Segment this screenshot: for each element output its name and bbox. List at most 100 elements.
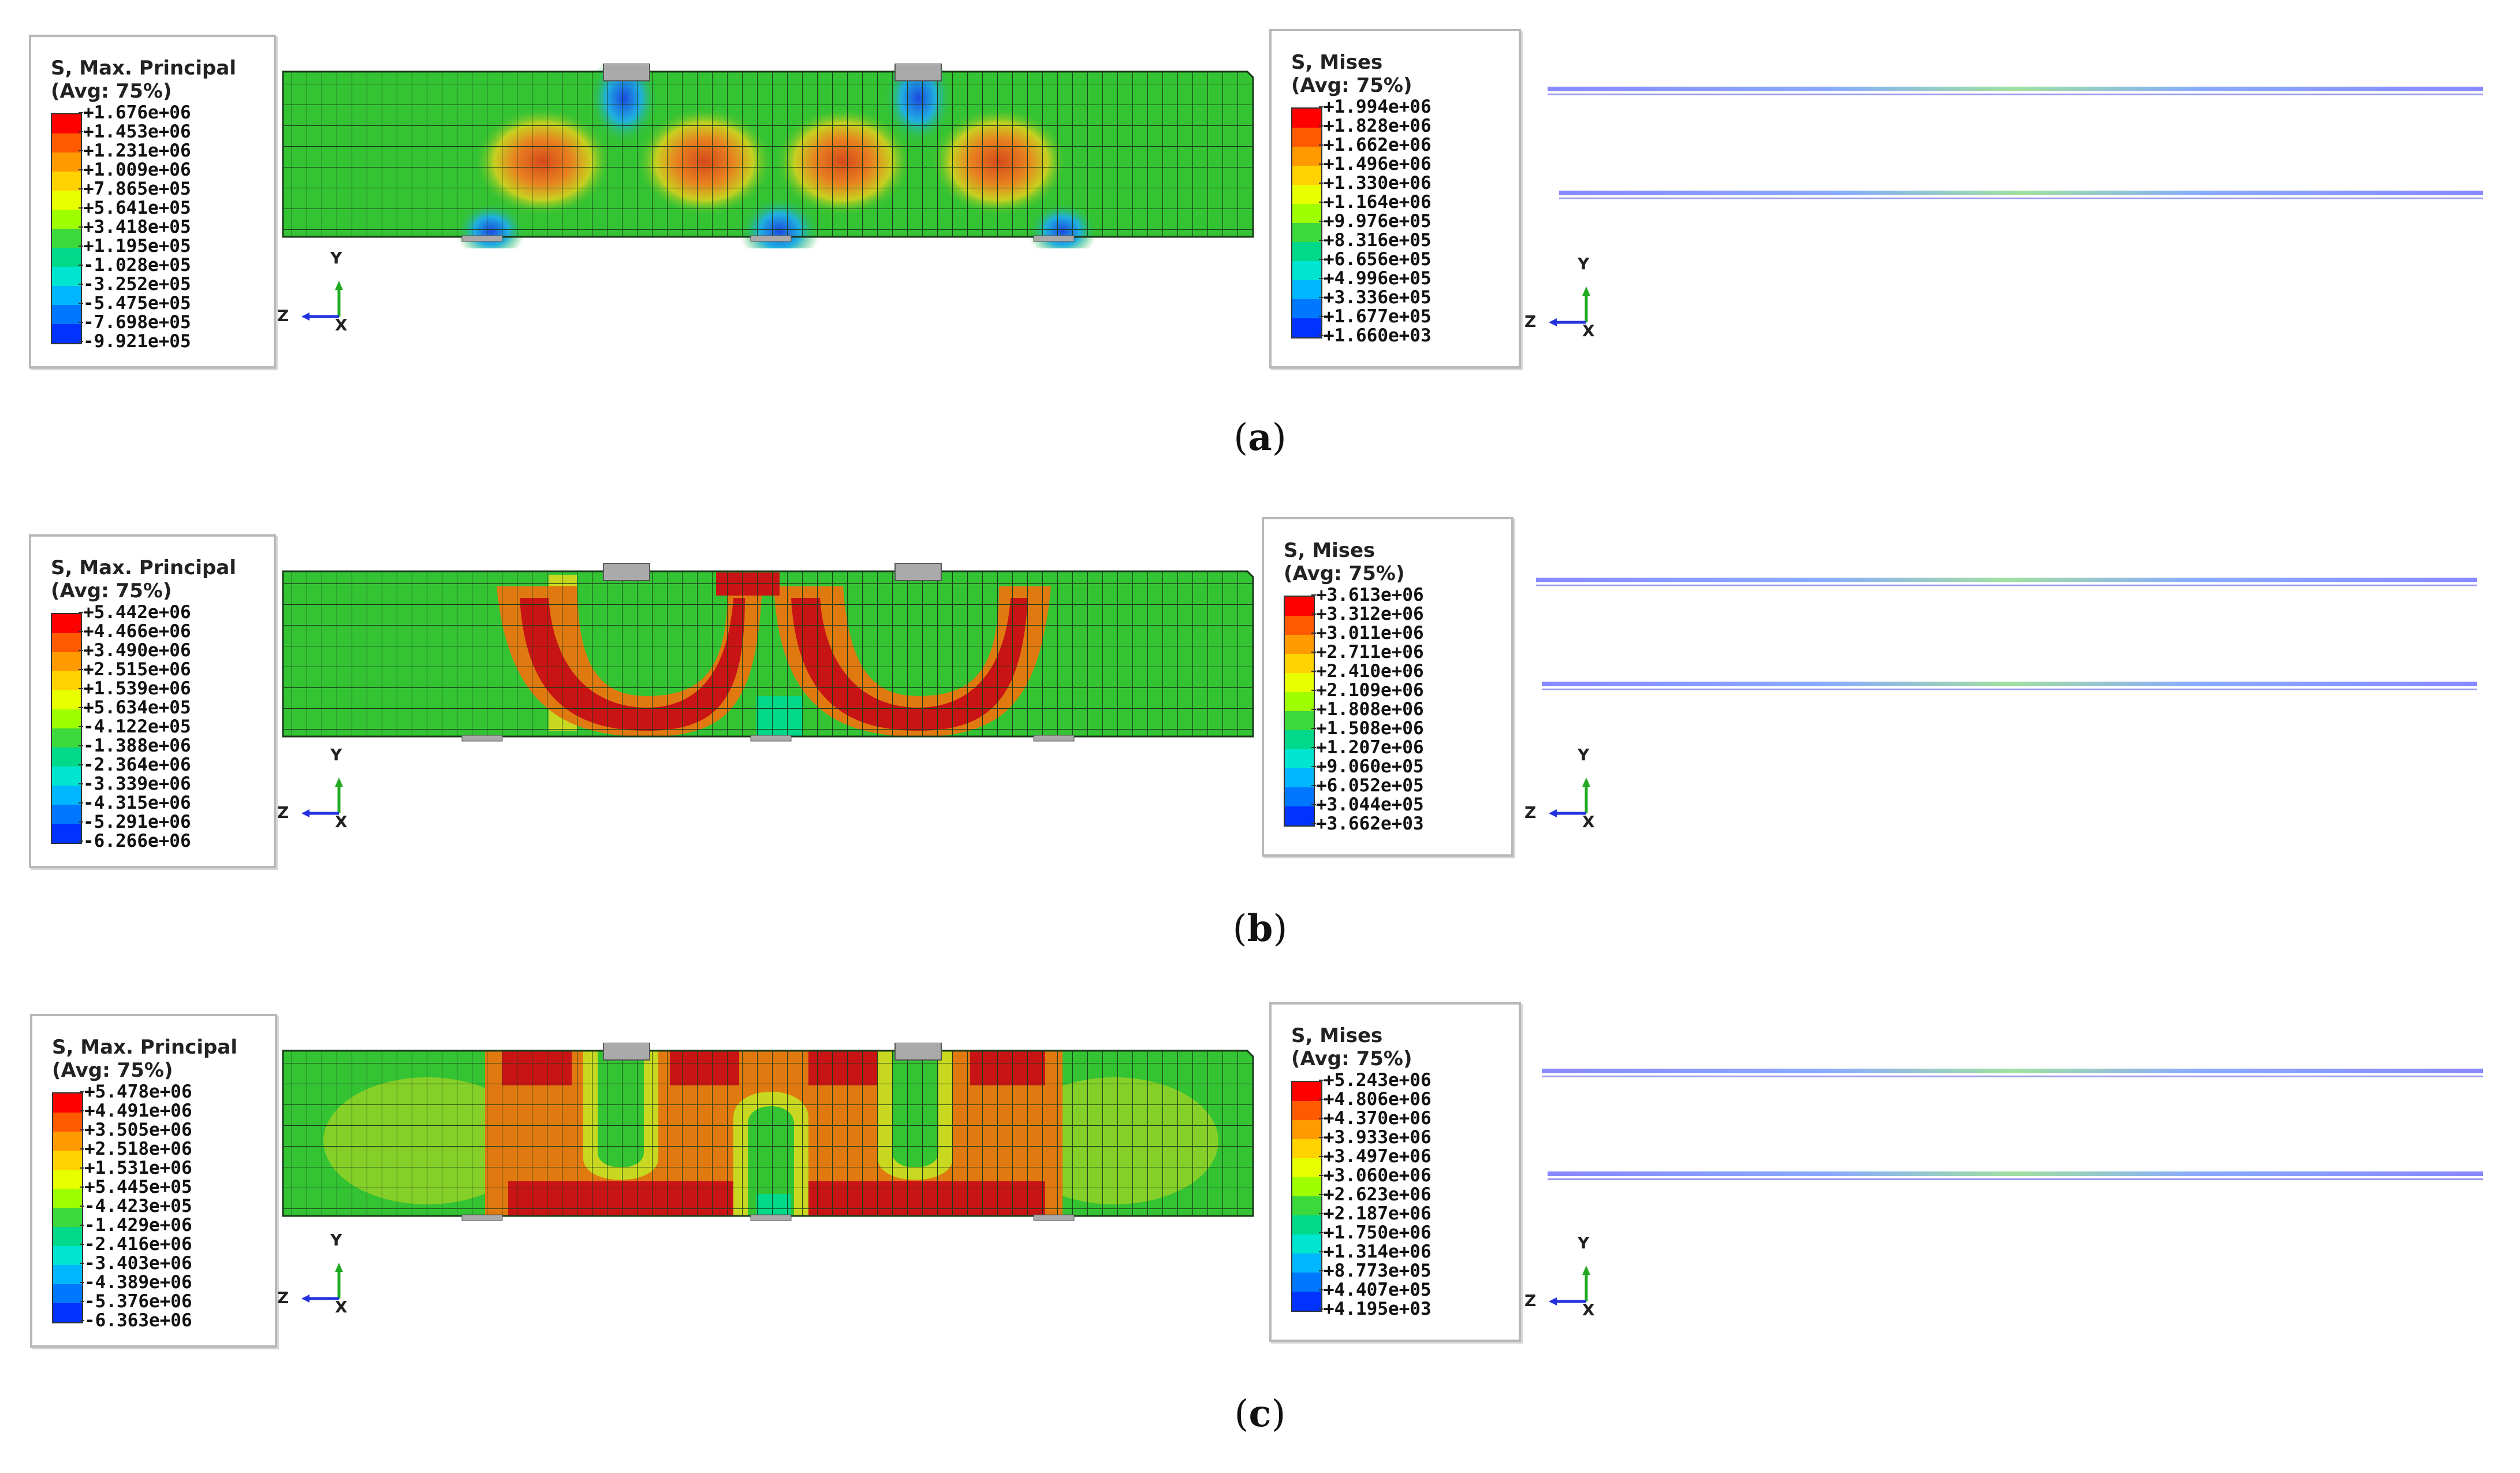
z-axis-label: Z: [277, 306, 289, 325]
legend-tick-label: +3.336e+05: [1319, 287, 1432, 308]
max-principal-legend-c: S, Max. Principal (Avg: 75%) +5.478e+06 +…: [30, 1014, 277, 1348]
legend-tick-label: +1.531e+06: [80, 1158, 192, 1178]
legend-tick-label: +4.996e+05: [1319, 268, 1432, 289]
legend-color-swatch: [52, 248, 81, 267]
legend-tick-label: -4.122e+05: [79, 716, 191, 737]
legend-tick-label: +5.641e+05: [79, 198, 191, 218]
legend-tick-label: +2.518e+06: [80, 1139, 192, 1159]
legend-color-swatch: [1292, 147, 1321, 166]
legend-color-swatch: [52, 614, 81, 633]
beam-max-principal-b: [282, 563, 1254, 742]
legend-color-swatch: [1292, 1215, 1321, 1234]
legend-tick-label: +1.330e+06: [1319, 173, 1432, 194]
legend-tick-label: +3.060e+06: [1319, 1165, 1432, 1186]
y-axis-label: Y: [330, 745, 342, 764]
legend-tick-label: +2.711e+06: [1311, 642, 1424, 663]
z-axis-label: Z: [1524, 803, 1537, 822]
panel-a: S, Max. Principal (Avg: 75%) +1.676e+06 +…: [0, 0, 2520, 497]
legend-color-swatch: [52, 267, 81, 286]
legend-tick-label: +5.445e+05: [80, 1177, 192, 1197]
legend-color-swatch: [1292, 1120, 1321, 1139]
rebar-mises-c: [1542, 1069, 2483, 1180]
legend-tick-label: +6.656e+05: [1319, 249, 1432, 270]
legend-tick-label: +1.164e+06: [1319, 192, 1432, 213]
legend-tick-label: +1.676e+06: [79, 102, 191, 123]
axis-triad-c1: Y Z X: [277, 1230, 358, 1323]
legend-tick-label: +4.195e+03: [1319, 1299, 1432, 1319]
axis-triad-b1: Y Z X: [277, 745, 358, 838]
legend-tick-label: +4.806e+06: [1319, 1089, 1432, 1110]
legend-color-swatch: [1285, 730, 1314, 749]
legend-tick-label: +2.187e+06: [1319, 1203, 1432, 1224]
legend-color-swatch: [53, 1227, 82, 1246]
color-bar: [52, 1092, 83, 1323]
legend-color-swatch: [1292, 1196, 1321, 1215]
x-axis-label: X: [335, 315, 348, 334]
legend-color-swatch: [1285, 673, 1314, 692]
legend-tick-label: +1.231e+06: [79, 140, 191, 161]
axis-triad-a2: Y Z X: [1524, 254, 1605, 347]
legend-color-swatch: [1292, 185, 1321, 204]
legend-color-swatch: [53, 1189, 82, 1208]
legend-tick-label: +3.933e+06: [1319, 1127, 1432, 1148]
legend-color-swatch: [52, 633, 81, 652]
legend-color-swatch: [52, 747, 81, 767]
x-axis-label: X: [1582, 812, 1595, 831]
legend-tick-label: +1.677e+05: [1319, 306, 1432, 327]
y-axis-label: Y: [1578, 254, 1590, 273]
y-axis-label: Y: [330, 248, 342, 267]
legend-tick-label: +3.312e+06: [1311, 604, 1424, 624]
legend-color-swatch: [1285, 597, 1314, 616]
legend-tick-label: +9.060e+05: [1311, 756, 1424, 777]
legend-color-swatch: [52, 709, 81, 728]
axis-triad-a1: Y Z X: [277, 248, 358, 341]
legend-tick-label: -5.376e+06: [80, 1291, 192, 1312]
panel-c: S, Max. Principal (Avg: 75%) +5.478e+06 +…: [0, 976, 2520, 1473]
legend-tick-label: +5.442e+06: [79, 602, 191, 623]
legend-tick-label: +4.407e+05: [1319, 1279, 1432, 1300]
legend-tick-label: +1.314e+06: [1319, 1241, 1432, 1262]
legend-color-swatch: [1292, 1101, 1321, 1120]
legend-color-swatch: [52, 671, 81, 690]
legend-tick-label: +1.808e+06: [1311, 699, 1424, 720]
mises-legend-b: S, Mises (Avg: 75%) +3.613e+06 +3.312e+06…: [1262, 517, 1514, 857]
legend-tick-label: -4.315e+06: [79, 793, 191, 813]
legend-tick-label: +3.044e+05: [1311, 794, 1424, 815]
caption-a: (a): [1233, 416, 1287, 459]
legend-title: S, Mises (Avg: 75%): [1291, 51, 1412, 97]
legend-color-swatch: [53, 1265, 82, 1284]
legend-title: S, Mises (Avg: 75%): [1284, 539, 1405, 585]
legend-color-swatch: [1292, 1234, 1321, 1253]
x-axis-label: X: [335, 812, 348, 831]
legend-tick-label: -4.423e+05: [80, 1196, 192, 1217]
legend-tick-label: -7.698e+05: [79, 312, 191, 333]
legend-color-swatch: [52, 324, 81, 343]
legend-color-swatch: [53, 1208, 82, 1227]
x-axis-label: X: [335, 1297, 348, 1316]
legend-tick-label: +1.195e+05: [79, 236, 191, 256]
legend-tick-label: +1.994e+06: [1319, 96, 1432, 117]
legend-tick-label: +2.410e+06: [1311, 661, 1424, 682]
legend-color-swatch: [1292, 1139, 1321, 1158]
x-axis-label: X: [1582, 1300, 1595, 1319]
z-axis-label: Z: [277, 803, 289, 822]
legend-color-swatch: [1285, 787, 1314, 806]
legend-color-swatch: [52, 652, 81, 671]
legend-tick-label: +2.109e+06: [1311, 680, 1424, 701]
legend-color-swatch: [52, 767, 81, 786]
mises-legend-a: S, Mises (Avg: 75%) +1.994e+06 +1.828e+06…: [1269, 29, 1521, 369]
legend-tick-label: -1.429e+06: [80, 1215, 192, 1236]
legend-color-swatch: [1285, 692, 1314, 711]
y-axis-label: Y: [1578, 745, 1590, 764]
legend-tick-label: -2.416e+06: [80, 1234, 192, 1255]
legend-color-swatch: [52, 229, 81, 248]
legend-color-swatch: [1285, 711, 1314, 730]
legend-tick-label: +3.662e+03: [1311, 813, 1424, 834]
legend-tick-label: -6.363e+06: [80, 1310, 192, 1331]
legend-color-swatch: [1292, 242, 1321, 261]
legend-title: S, Max. Principal (Avg: 75%): [52, 1036, 237, 1082]
legend-tick-label: -3.252e+05: [79, 274, 191, 295]
legend-tick-label: +2.623e+06: [1319, 1184, 1432, 1205]
legend-tick-label: -4.389e+06: [80, 1272, 192, 1293]
legend-tick-label: +1.453e+06: [79, 121, 191, 142]
